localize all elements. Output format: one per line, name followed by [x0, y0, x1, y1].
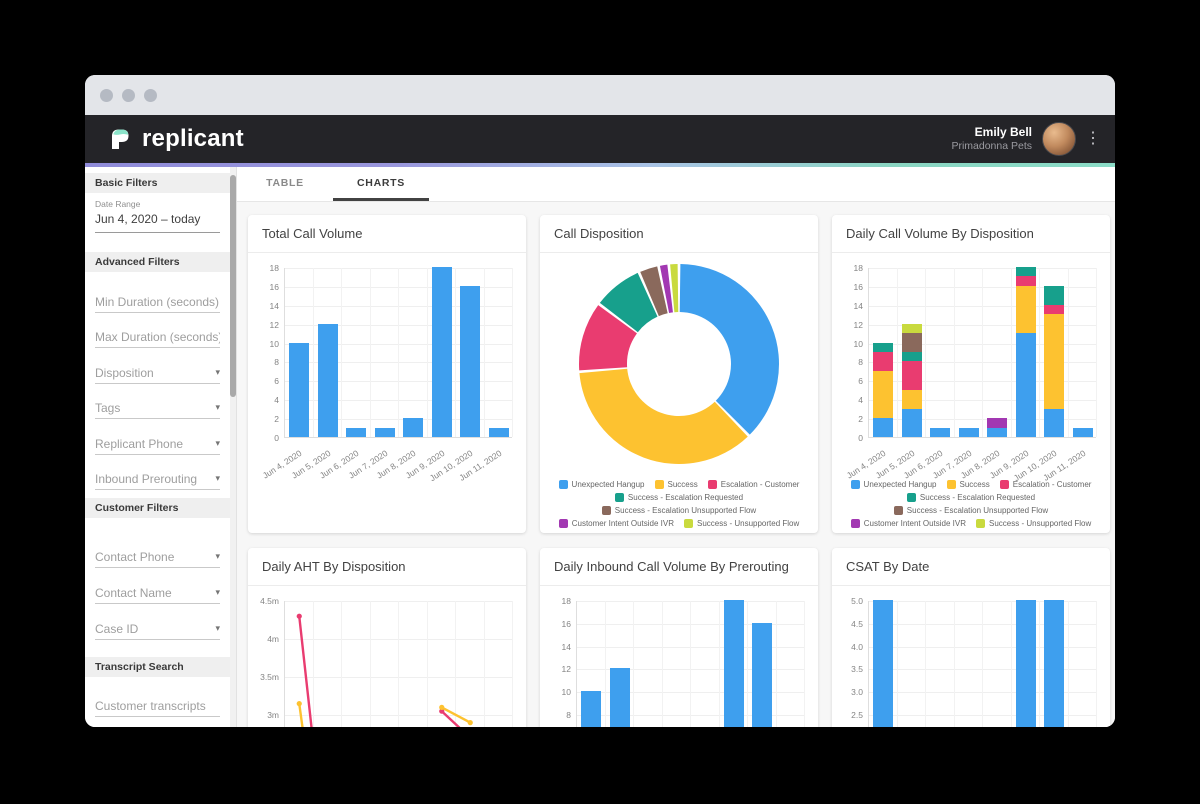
browser-chrome-bar [85, 75, 1115, 115]
chevron-down-icon: ▾ [215, 623, 220, 633]
chevron-down-icon: ▾ [215, 587, 220, 597]
user-name: Emily Bell [974, 124, 1032, 139]
contact-phone-select[interactable]: Contact Phone ▾ [95, 546, 220, 568]
case-id-label: Case ID [95, 621, 139, 636]
disposition-select[interactable]: Disposition ▾ [95, 362, 220, 384]
window-control-dot[interactable] [100, 88, 113, 102]
date-range-field[interactable]: Date Range Jun 4, 2020 – today [95, 199, 220, 233]
case-id-select[interactable]: Case ID ▾ [95, 618, 220, 640]
section-transcript-search: Transcript Search [85, 657, 230, 677]
sidebar-scrollbar-track[interactable] [230, 167, 236, 727]
daily-call-volume-by-disposition-chart[interactable]: 0 2 4 6 8 10 12 14 16 18 Jun 4, 2020 Jun 5, 2020 Jun… [832, 253, 1110, 533]
card-daily-call-volume-by-disposition: Daily Call Volume By Disposition 0 2 4 6 8 10… [832, 215, 1110, 533]
tab-charts[interactable]: CHARTS [333, 167, 429, 201]
chart-title: Total Call Volume [248, 215, 526, 253]
charts-grid: Total Call Volume 0 2 4 6 8 10 12 14 16 18 Jun 4, … [237, 202, 1115, 727]
chevron-down-icon: ▾ [215, 473, 220, 483]
tags-select[interactable]: Tags ▾ [95, 397, 220, 419]
section-basic-filters: Basic Filters [85, 173, 230, 193]
contact-name-select[interactable]: Contact Name ▾ [95, 582, 220, 604]
replicant-phone-label: Replicant Phone [95, 436, 184, 451]
chart-title: CSAT By Date [832, 548, 1110, 586]
replicant-logo: replicant [107, 125, 244, 153]
disposition-label: Disposition [95, 365, 154, 380]
max-duration-input[interactable] [95, 329, 220, 344]
contact-name-label: Contact Name [95, 585, 172, 600]
filters-sidebar: Basic Filters Date Range Jun 4, 2020 – t… [85, 167, 237, 727]
min-duration-input[interactable] [95, 294, 220, 309]
date-range-value[interactable]: Jun 4, 2020 – today [95, 212, 220, 233]
view-tabs: TABLE CHARTS [237, 167, 1115, 202]
avatar[interactable] [1042, 122, 1076, 156]
chevron-down-icon: ▾ [215, 402, 220, 412]
max-duration-field[interactable] [95, 326, 220, 348]
sidebar-scrollbar-thumb[interactable] [230, 175, 236, 397]
app-window: replicant Emily Bell Primadonna Pets ⋮ B… [85, 75, 1115, 727]
window-control-dot[interactable] [122, 88, 135, 102]
replicant-phone-select[interactable]: Replicant Phone ▾ [95, 433, 220, 455]
chart-title: Call Disposition [540, 215, 818, 253]
user-organization: Primadonna Pets [951, 139, 1032, 152]
section-customer-filters: Customer Filters [85, 498, 230, 518]
chevron-down-icon: ▾ [215, 367, 220, 377]
customer-transcripts-field[interactable] [95, 695, 220, 717]
customer-transcripts-input[interactable] [95, 698, 220, 713]
accent-gradient-bar [85, 163, 1115, 167]
card-csat-by-date: CSAT By Date 0.00.51.01.52.02.53.03.54.0… [832, 548, 1110, 727]
date-range-label: Date Range [95, 199, 141, 209]
tab-table[interactable]: TABLE [266, 177, 304, 189]
total-call-volume-chart[interactable]: 0 2 4 6 8 10 12 14 16 18 Jun 4, 2020 Jun 5, 2020 Jun… [248, 253, 526, 533]
card-call-disposition: Call Disposition Unexpected Hangup Succes… [540, 215, 818, 533]
chevron-down-icon: ▾ [215, 551, 220, 561]
inbound-prerouting-select[interactable]: Inbound Prerouting ▾ [95, 468, 220, 490]
app-header: replicant Emily Bell Primadonna Pets ⋮ [85, 115, 1115, 163]
card-total-call-volume: Total Call Volume 0 2 4 6 8 10 12 14 16 18 Jun 4, … [248, 215, 526, 533]
chart-title: Daily Call Volume By Disposition [832, 215, 1110, 253]
chevron-down-icon: ▾ [215, 438, 220, 448]
chart-title: Daily Inbound Call Volume By Prerouting [540, 548, 818, 586]
replicant-logo-icon [112, 129, 129, 149]
card-daily-aht-by-disposition: Daily AHT By Disposition 0m0.5m1m1.5m2m2… [248, 548, 526, 727]
kebab-menu-icon[interactable]: ⋮ [1085, 130, 1101, 147]
chart-title: Daily AHT By Disposition [248, 548, 526, 586]
tags-label: Tags [95, 400, 121, 415]
section-advanced-filters: Advanced Filters [85, 252, 230, 272]
window-control-dot[interactable] [144, 88, 157, 102]
call-disposition-chart[interactable]: Unexpected Hangup Success Escalation - Cus… [540, 253, 818, 533]
inbound-prerouting-label: Inbound Prerouting [95, 471, 198, 486]
contact-phone-label: Contact Phone [95, 549, 175, 564]
min-duration-field[interactable] [95, 291, 220, 313]
logo-wordmark: replicant [142, 125, 244, 152]
card-daily-inbound-call-volume-by-prerouting: Daily Inbound Call Volume By Prerouting … [540, 548, 818, 727]
user-info: Emily Bell Primadonna Pets [951, 125, 1032, 153]
